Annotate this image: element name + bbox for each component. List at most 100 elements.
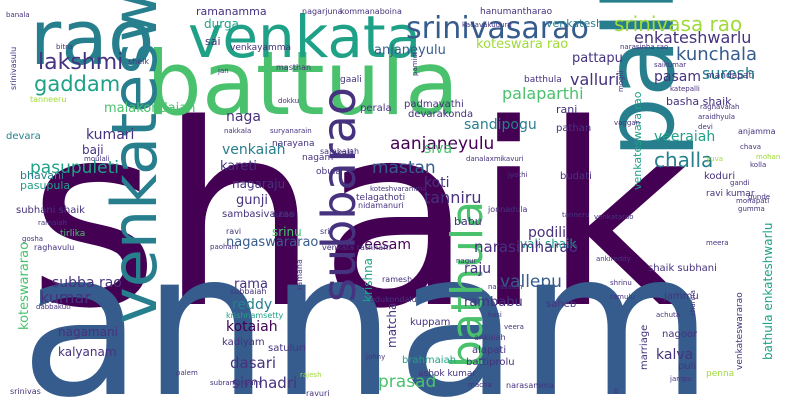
word-kunchala: kunchala [676, 44, 758, 65]
word-sai: sai [205, 35, 221, 48]
word-durga: durga [204, 17, 239, 31]
word-srinu: srinu [272, 225, 302, 239]
word-shaik-subhani: shaik subhani [648, 263, 717, 274]
word-ramanamma: ramanamma [196, 5, 267, 18]
word-nakkala: nakkala [224, 127, 252, 135]
word-subba: subba [272, 211, 294, 219]
word-siva: siva [424, 141, 453, 157]
word-mastan: mastan [372, 158, 436, 178]
word-pamidi: pamidi [411, 52, 419, 76]
word-kadiyam: kadiyam [222, 337, 265, 348]
word-podili: podili [528, 225, 567, 241]
word-basha-shaik: basha shaik [666, 95, 732, 108]
word-chava: chava [740, 143, 762, 151]
word-jammu: jammu [664, 291, 699, 302]
word-yuva: yuva [706, 155, 724, 163]
word-monapati: monapati [736, 197, 770, 205]
word-babu: babu [454, 215, 482, 228]
word-dokku: dokku [278, 97, 300, 105]
word-dasari: dasari [230, 354, 277, 372]
word-danalaxmi: danalaxmi [466, 155, 503, 163]
word-chunna: chunna [689, 290, 697, 316]
word-gunji: gunji [236, 193, 268, 208]
word-vali: vali [334, 147, 354, 160]
word-suresh: suresh [702, 64, 756, 83]
word-koti: koti [424, 175, 450, 191]
word-bhavani: bhavani [20, 169, 64, 182]
word-reddy: reddy [232, 297, 273, 313]
word-krishnamsetty: krishnamsetty [226, 311, 284, 320]
word-ankireddy: ankireddy [596, 255, 631, 263]
word-kareti: kareti [220, 159, 258, 174]
word-gosha: gosha [22, 235, 44, 243]
word-tanniru: tanniru [424, 188, 482, 207]
word-kalyanam: kalyanam [58, 345, 117, 359]
word-kadavakuduru: kadavakuduru [462, 21, 512, 29]
word-hanumantharao: hanumantharao [480, 7, 553, 17]
word-koduri: koduri [704, 171, 736, 182]
word-tanneru: tanneru [562, 211, 590, 219]
word-annam: annam [20, 209, 714, 405]
word-devi: devi [698, 123, 713, 131]
word-banala: banala [6, 11, 30, 19]
word-shrinu: shrinu [610, 279, 632, 287]
word-nagarjuna: nagarjuna [302, 7, 343, 16]
word-raghavulu: raghavulu [34, 243, 75, 252]
word-gumma: gumma [738, 205, 765, 213]
word-enkateshwarlu: enkateshwarlu [634, 28, 752, 47]
word-venkata-rathnam: venkata rathnam [322, 243, 391, 252]
word-rama: rama [234, 277, 268, 292]
word-saikumar: saikumar [654, 61, 687, 69]
word-venkatesh: venkatesh [546, 17, 603, 30]
word-srinivasulu: srinivasulu [9, 46, 18, 90]
word-gandi: gandi [730, 179, 750, 187]
word-vaggan: vaggan [614, 119, 641, 127]
word-simhadri: simhadri [232, 374, 298, 392]
word-subhani-shaik: subhani shaik [16, 205, 85, 216]
word-prasad: prasad [378, 372, 437, 392]
word-rani: rani [556, 103, 578, 116]
word-narasimharao: narasimharao [474, 238, 578, 256]
word-baji: baji [82, 143, 104, 157]
word-padmavathi: padmavathi [404, 99, 464, 110]
word-sri: sri [320, 227, 330, 236]
word-kalva: kalva [656, 347, 694, 363]
word-kuppam: kuppam [410, 317, 451, 328]
word-mogili: mogili [617, 70, 625, 92]
word-subba-rao: subba rao [52, 275, 122, 291]
word-raghavaiah: raghavaiah [700, 103, 740, 111]
word-dabbakuti: dabbakuti [36, 303, 71, 311]
word-narasaiah: narasaiah [488, 283, 523, 291]
word-b: b [614, 387, 619, 395]
word-battula: battula [146, 32, 459, 135]
word-nagam: nagam [302, 153, 334, 163]
word-moulali: moulali [84, 155, 110, 163]
word-venkata: venkata [188, 3, 422, 71]
word-kolla: kolla [750, 161, 767, 169]
word-palaparthi: palaparthi [502, 84, 584, 103]
word-mandapati: mandapati [706, 71, 755, 81]
word-jyothi: jyothi [508, 171, 528, 179]
word-srinivas: srinivas [10, 387, 41, 396]
word-paoham: paoham [210, 243, 239, 251]
word-lakshmi: lakshmi [38, 50, 124, 75]
word-venkatarao: venkatarao [594, 213, 634, 221]
word-gaddam: gaddam [34, 72, 121, 96]
word-kotaiah: kotaiah [226, 319, 278, 335]
word-meera: meera [706, 239, 729, 247]
word-koteshvaramma: koteshvaramma [370, 185, 427, 193]
word-satuluri: satuluri [268, 343, 306, 354]
word-venkateswara-rao: venkateswara rao [631, 91, 644, 190]
word-nidamanuri: nidamanuri [358, 201, 404, 210]
word-pasam: pasam [654, 69, 701, 85]
word-jampu: jampu [670, 375, 692, 383]
word-ravi: ravi [226, 227, 242, 236]
word-ravi-kumar: ravi kumar [706, 189, 755, 199]
word-srinivasa-rao: srinivasa rao [614, 12, 743, 36]
word-puli: puli [678, 361, 697, 372]
word-suryanarain: suryanarain [270, 127, 312, 135]
word-ramaiah: ramaiah [38, 219, 67, 227]
word-johny: johny [366, 353, 386, 361]
word-alapati: alapati [472, 345, 507, 356]
